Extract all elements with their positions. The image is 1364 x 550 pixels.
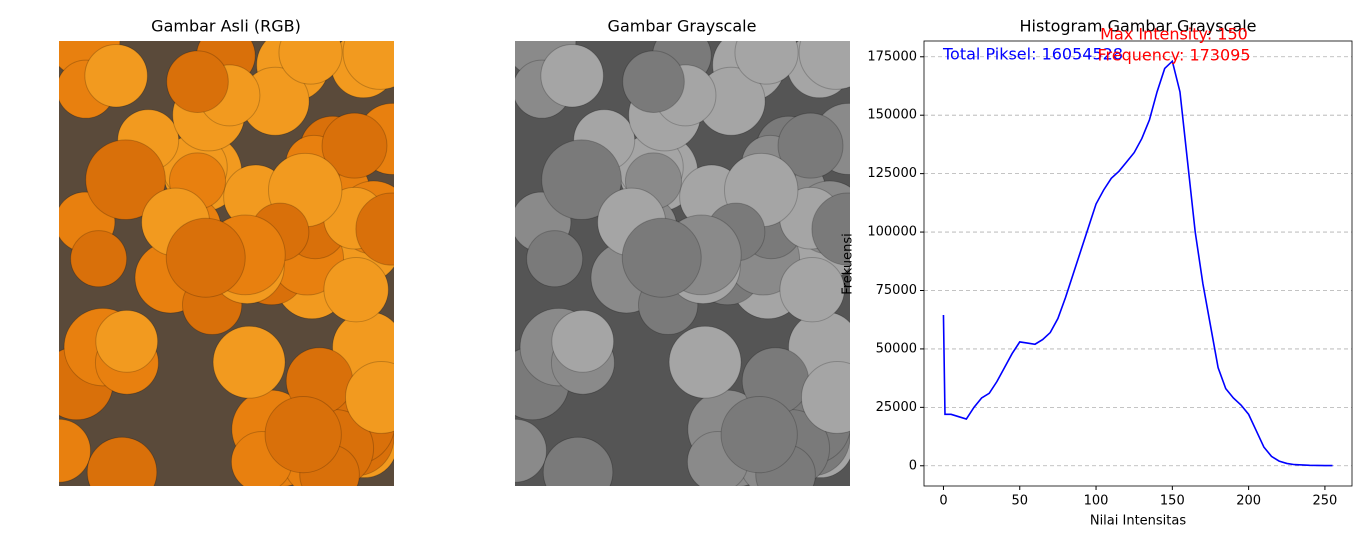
fruit — [668, 325, 742, 399]
axes-frame — [923, 40, 1353, 487]
chart-title: Histogram Gambar Grayscale — [1020, 17, 1257, 36]
y-tick-label: 175000 — [867, 49, 917, 64]
y-tick-label: 50000 — [876, 341, 917, 356]
x-tick-label: 150 — [1160, 494, 1185, 509]
image-content — [59, 41, 394, 486]
fruit — [798, 41, 850, 90]
fruit — [621, 217, 702, 298]
y-tick-label: 25000 — [876, 400, 917, 415]
y-axis-label: Frekuensi — [841, 233, 856, 295]
y-tick-label: 0 — [909, 458, 917, 473]
fruit — [321, 112, 388, 179]
fruit — [777, 112, 844, 179]
rgb-image — [59, 41, 394, 486]
y-tick-label: 125000 — [867, 166, 917, 181]
annotation: Frequency: 173095 — [1097, 46, 1250, 65]
x-axis-label: Nilai Intensitas — [1090, 514, 1187, 529]
image-title: Gambar Asli (RGB) — [151, 17, 301, 36]
fruit — [323, 256, 389, 323]
fruit — [811, 192, 850, 266]
y-tick-label: 75000 — [876, 283, 917, 298]
fruit — [86, 436, 158, 486]
fruit — [344, 360, 394, 434]
fruit — [734, 41, 799, 85]
fruit — [622, 50, 685, 113]
fruit — [779, 256, 845, 323]
fruit — [551, 309, 615, 373]
fruit — [95, 309, 159, 373]
x-tick-label: 250 — [1313, 494, 1338, 509]
fruit — [540, 43, 604, 108]
y-tick-label: 100000 — [867, 225, 917, 240]
fruit — [526, 230, 584, 288]
annotation: Max Intensity: 150 — [1100, 25, 1248, 44]
fruit — [800, 360, 850, 434]
fruit — [59, 418, 91, 483]
x-tick-label: 0 — [939, 494, 947, 509]
x-tick-label: 50 — [1011, 494, 1028, 509]
y-tick-label: 150000 — [867, 108, 917, 123]
grayscale-image — [515, 41, 850, 486]
image-content — [515, 41, 850, 486]
histogram-line — [942, 59, 1333, 467]
fruit — [84, 43, 148, 108]
fruit — [542, 436, 614, 486]
fruit — [342, 41, 394, 90]
fruit — [165, 217, 246, 298]
annotation: Total Piksel: 16054528 — [942, 45, 1123, 64]
fruit — [166, 50, 229, 113]
x-tick-label: 200 — [1236, 494, 1261, 509]
x-tick-label: 100 — [1084, 494, 1109, 509]
fruit — [278, 41, 343, 85]
fruit — [515, 418, 547, 483]
fruit — [85, 139, 166, 221]
fruit — [541, 139, 622, 221]
fruit — [70, 230, 128, 288]
fruit — [720, 395, 798, 474]
fruit — [212, 325, 286, 399]
image-title: Gambar Grayscale — [608, 17, 757, 36]
fruit — [264, 395, 342, 474]
fruit — [355, 192, 394, 266]
